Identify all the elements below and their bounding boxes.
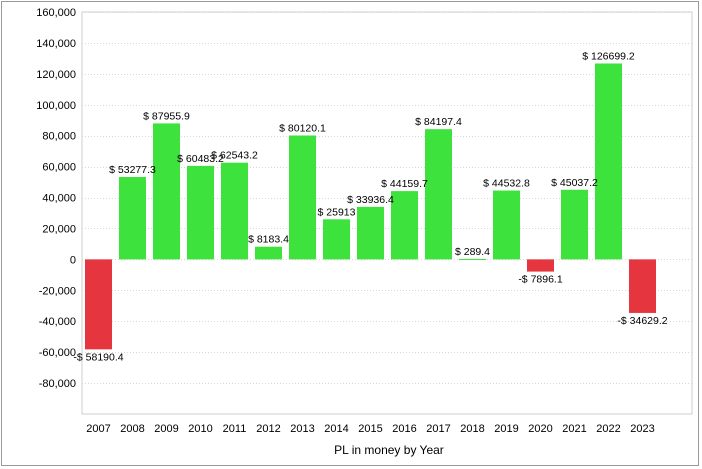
bar-2022: [595, 63, 622, 260]
bar-2019: [493, 190, 520, 260]
y-tick-label: 160,000: [36, 7, 76, 19]
x-tick-label: 2022: [596, 423, 620, 435]
y-tick-label: -80,000: [39, 378, 76, 390]
x-tick-label: 2014: [324, 423, 348, 435]
x-tick-label: 2019: [494, 423, 518, 435]
bar-2007: [85, 259, 112, 350]
data-label-2013: $ 80120.1: [279, 123, 326, 135]
data-label-2017: $ 84197.4: [415, 116, 462, 128]
data-label-2012: $ 8183.4: [248, 234, 289, 246]
data-label-2016: $ 44159.7: [381, 178, 428, 190]
data-label-2010: $ 60483.2: [177, 153, 224, 165]
y-tick-label: 40,000: [42, 193, 76, 205]
x-tick-label: 2015: [358, 423, 382, 435]
y-tick-label: -60,000: [39, 347, 76, 359]
plot-area: [81, 11, 693, 415]
bar-2021: [561, 189, 588, 260]
x-axis-title: PL in money by Year: [334, 443, 444, 457]
data-label-2008: $ 53277.3: [109, 164, 156, 176]
y-tick-label: -40,000: [39, 316, 76, 328]
data-label-2020: -$ 7896.1: [518, 274, 563, 286]
bar-2013: [289, 135, 316, 260]
bar-2014: [323, 219, 350, 260]
data-label-2007: -$ 58190.4: [73, 351, 123, 363]
y-tick-label: 140,000: [36, 38, 76, 50]
y-tick-label: 0: [70, 254, 76, 266]
bar-2015: [357, 206, 384, 260]
y-tick-label: 100,000: [36, 100, 76, 112]
y-tick-label: 60,000: [42, 162, 76, 174]
data-label-2015: $ 33936.4: [347, 194, 394, 206]
x-tick-label: 2016: [392, 423, 416, 435]
x-tick-label: 2008: [120, 423, 144, 435]
y-tick-label: -20,000: [39, 285, 76, 297]
data-label-2019: $ 44532.8: [483, 178, 530, 190]
y-tick-label: 80,000: [42, 131, 76, 143]
bars: [85, 63, 656, 350]
data-label-2021: $ 45037.2: [551, 177, 598, 189]
y-tick-label: 20,000: [42, 223, 76, 235]
x-tick-label: 2023: [630, 423, 654, 435]
x-tick-label: 2013: [290, 423, 314, 435]
bar-2016: [391, 191, 418, 260]
bar-2017: [425, 129, 452, 260]
x-tick-label: 2017: [426, 423, 450, 435]
bar-2010: [187, 165, 214, 260]
x-axis-ticks: 2007 2008 2009 2010 2011 2012 2013 2014 2015 2016…: [86, 423, 654, 435]
x-tick-label: 2020: [528, 423, 552, 435]
data-labels: -$ 58190.4 $ 53277.3 $ 87955.9 $ 60483.2$ 6…: [73, 50, 667, 363]
data-label-2023: -$ 34629.2: [617, 315, 667, 327]
bar-2012: [255, 246, 282, 260]
data-label-2009: $ 87955.9: [143, 110, 190, 122]
data-label-2022: $ 126699.2: [582, 50, 635, 62]
bar-2011: [221, 162, 248, 260]
bar-2008: [119, 177, 146, 260]
data-label-2018: $ 289.4: [455, 246, 490, 258]
data-label-2014: $ 25913: [318, 206, 356, 218]
x-tick-label: 2011: [223, 423, 247, 435]
x-tick-label: 2007: [86, 423, 110, 435]
bar-2009: [153, 123, 180, 260]
bar-2023: [629, 259, 656, 313]
grid-lines: [81, 11, 693, 415]
data-label-2011: $ 62543.2: [211, 150, 258, 162]
y-tick-label: 120,000: [36, 69, 76, 81]
x-tick-label: 2012: [256, 423, 280, 435]
x-tick-label: 2009: [154, 423, 178, 435]
x-tick-label: 2018: [460, 423, 484, 435]
x-tick-label: 2021: [562, 423, 586, 435]
y-axis-ticks: 160,000 140,000 120,000 100,000 80,000 60,000…: [36, 7, 76, 390]
bar-2020: [527, 259, 554, 272]
bar-2018: [459, 258, 486, 260]
x-tick-label: 2010: [188, 423, 212, 435]
